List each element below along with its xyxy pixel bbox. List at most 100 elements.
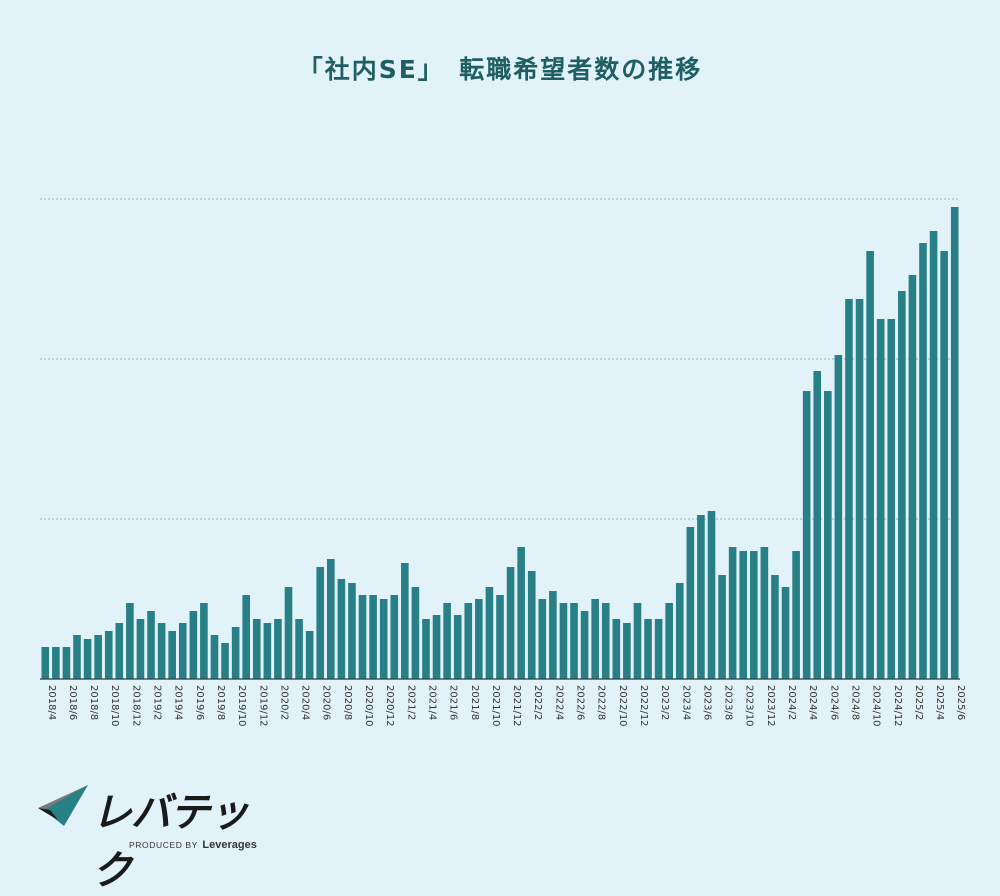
bar-2022/8 <box>591 599 599 679</box>
bar-2023/8 <box>718 575 726 679</box>
bar-2024/9 <box>855 299 864 679</box>
bar-2022/12 <box>633 603 642 679</box>
bar-2024/10 <box>866 251 874 679</box>
bar-2019/1 <box>136 619 145 679</box>
bar-2020/8 <box>337 579 346 679</box>
logo-tagline: PRODUCED BY Leverages <box>129 835 257 853</box>
bar-2018/5 <box>52 647 60 679</box>
x-tick-label: 2018/8 <box>88 685 99 720</box>
bar-2020/10 <box>358 595 367 679</box>
x-tick-label: 2018/12 <box>130 685 141 727</box>
x-tick-label: 2023/2 <box>659 685 670 720</box>
bar-2022/6 <box>570 603 578 679</box>
x-tick-label: 2022/4 <box>553 685 564 720</box>
bar-2019/8 <box>210 635 219 679</box>
bar-2022/10 <box>612 619 621 679</box>
bar-2022/5 <box>559 603 568 679</box>
bar-2021/5 <box>432 615 441 679</box>
bar-2019/2 <box>147 611 155 679</box>
bar-2025/5 <box>940 251 948 679</box>
x-tick-label: 2019/10 <box>236 685 247 727</box>
bar-2020/4 <box>295 619 303 679</box>
leverages-brand: Leverages <box>202 839 257 851</box>
x-tick-label: 2020/6 <box>321 685 332 720</box>
bar-2019/10 <box>231 627 240 679</box>
bar-2021/12 <box>506 567 515 679</box>
x-tick-label: 2018/10 <box>109 685 120 727</box>
bar-2019/4 <box>168 631 176 679</box>
bar-2020/5 <box>305 631 314 679</box>
chart-title: 「社内SE」 転職希望者数の推移 <box>297 55 703 84</box>
bar-2018/9 <box>94 635 102 679</box>
x-tick-label: 2018/6 <box>67 685 78 720</box>
x-tick-label: 2025/4 <box>934 685 945 720</box>
x-tick-label: 2024/6 <box>828 685 839 720</box>
x-tick-label: 2021/8 <box>469 685 480 720</box>
bar-2018/4 <box>41 647 50 679</box>
x-tick-label: 2023/4 <box>680 685 691 720</box>
x-tick-label: 2018/4 <box>46 685 57 720</box>
x-tick-label: 2023/6 <box>701 685 712 720</box>
bar-2023/11 <box>749 551 758 679</box>
bar-2021/9 <box>475 599 483 679</box>
bar-2025/1 <box>898 291 906 679</box>
bar-2021/1 <box>390 595 399 679</box>
bar-2020/6 <box>316 567 325 679</box>
bar-2018/8 <box>83 639 92 679</box>
x-tick-label: 2019/6 <box>194 685 205 720</box>
bar-2021/4 <box>422 619 430 679</box>
x-tick-label: 2022/10 <box>617 685 628 727</box>
bar-2021/10 <box>485 587 494 679</box>
bar-2021/11 <box>496 595 504 679</box>
bar-2023/2 <box>654 619 663 679</box>
bar-2023/9 <box>728 547 737 679</box>
bar-2021/8 <box>464 603 473 679</box>
x-tick-label: 2022/12 <box>638 685 649 727</box>
bar-2021/6 <box>443 603 451 679</box>
bar-2023/4 <box>675 583 684 679</box>
x-tick-label: 2024/10 <box>871 685 882 727</box>
bar-2020/1 <box>263 623 272 679</box>
bar-2018/7 <box>73 635 81 679</box>
x-tick-label: 2024/12 <box>892 685 903 727</box>
x-tick-label: 2023/10 <box>744 685 755 727</box>
x-tick-label: 2019/2 <box>152 685 163 720</box>
bar-2023/5 <box>686 527 695 679</box>
x-tick-label: 2023/12 <box>765 685 776 727</box>
bar-2021/3 <box>411 587 420 679</box>
x-tick-label: 2019/12 <box>257 685 268 727</box>
bar-2024/1 <box>771 575 779 679</box>
bar-2019/6 <box>189 611 198 679</box>
x-tick-label: 2025/2 <box>913 685 924 720</box>
bar-2022/3 <box>538 599 547 679</box>
x-tick-label: 2021/10 <box>490 685 501 727</box>
x-tick-label: 2021/4 <box>426 685 437 720</box>
x-tick-label: 2022/8 <box>596 685 607 720</box>
bar-2018/10 <box>104 631 113 679</box>
x-tick-label: 2019/4 <box>173 685 184 720</box>
bar-2024/2 <box>781 587 790 679</box>
x-tick-label: 2021/12 <box>511 685 522 727</box>
bar-2018/6 <box>62 647 71 679</box>
bar-2023/1 <box>644 619 652 679</box>
bar-2019/9 <box>221 643 229 679</box>
bar-2018/11 <box>115 623 124 679</box>
bar-2019/11 <box>242 595 251 679</box>
x-tick-label: 2024/8 <box>849 685 860 720</box>
logo-mark-icon <box>38 785 88 826</box>
bar-2022/7 <box>580 611 589 679</box>
x-tick-label: 2025/6 <box>955 685 966 720</box>
bar-2021/2 <box>401 563 409 679</box>
produced-by-text: PRODUCED BY <box>129 840 198 850</box>
bar-2024/12 <box>887 319 896 679</box>
bar-2023/6 <box>697 515 705 679</box>
bar-2020/11 <box>369 595 377 679</box>
x-tick-label: 2024/2 <box>786 685 797 720</box>
x-tick-label: 2020/12 <box>384 685 395 727</box>
bar-2024/6 <box>824 391 832 679</box>
bar-2025/2 <box>908 275 917 679</box>
x-tick-label: 2020/10 <box>363 685 374 727</box>
bar-2019/3 <box>157 623 166 679</box>
bar-2020/12 <box>379 599 388 679</box>
x-tick-label: 2021/6 <box>448 685 459 720</box>
